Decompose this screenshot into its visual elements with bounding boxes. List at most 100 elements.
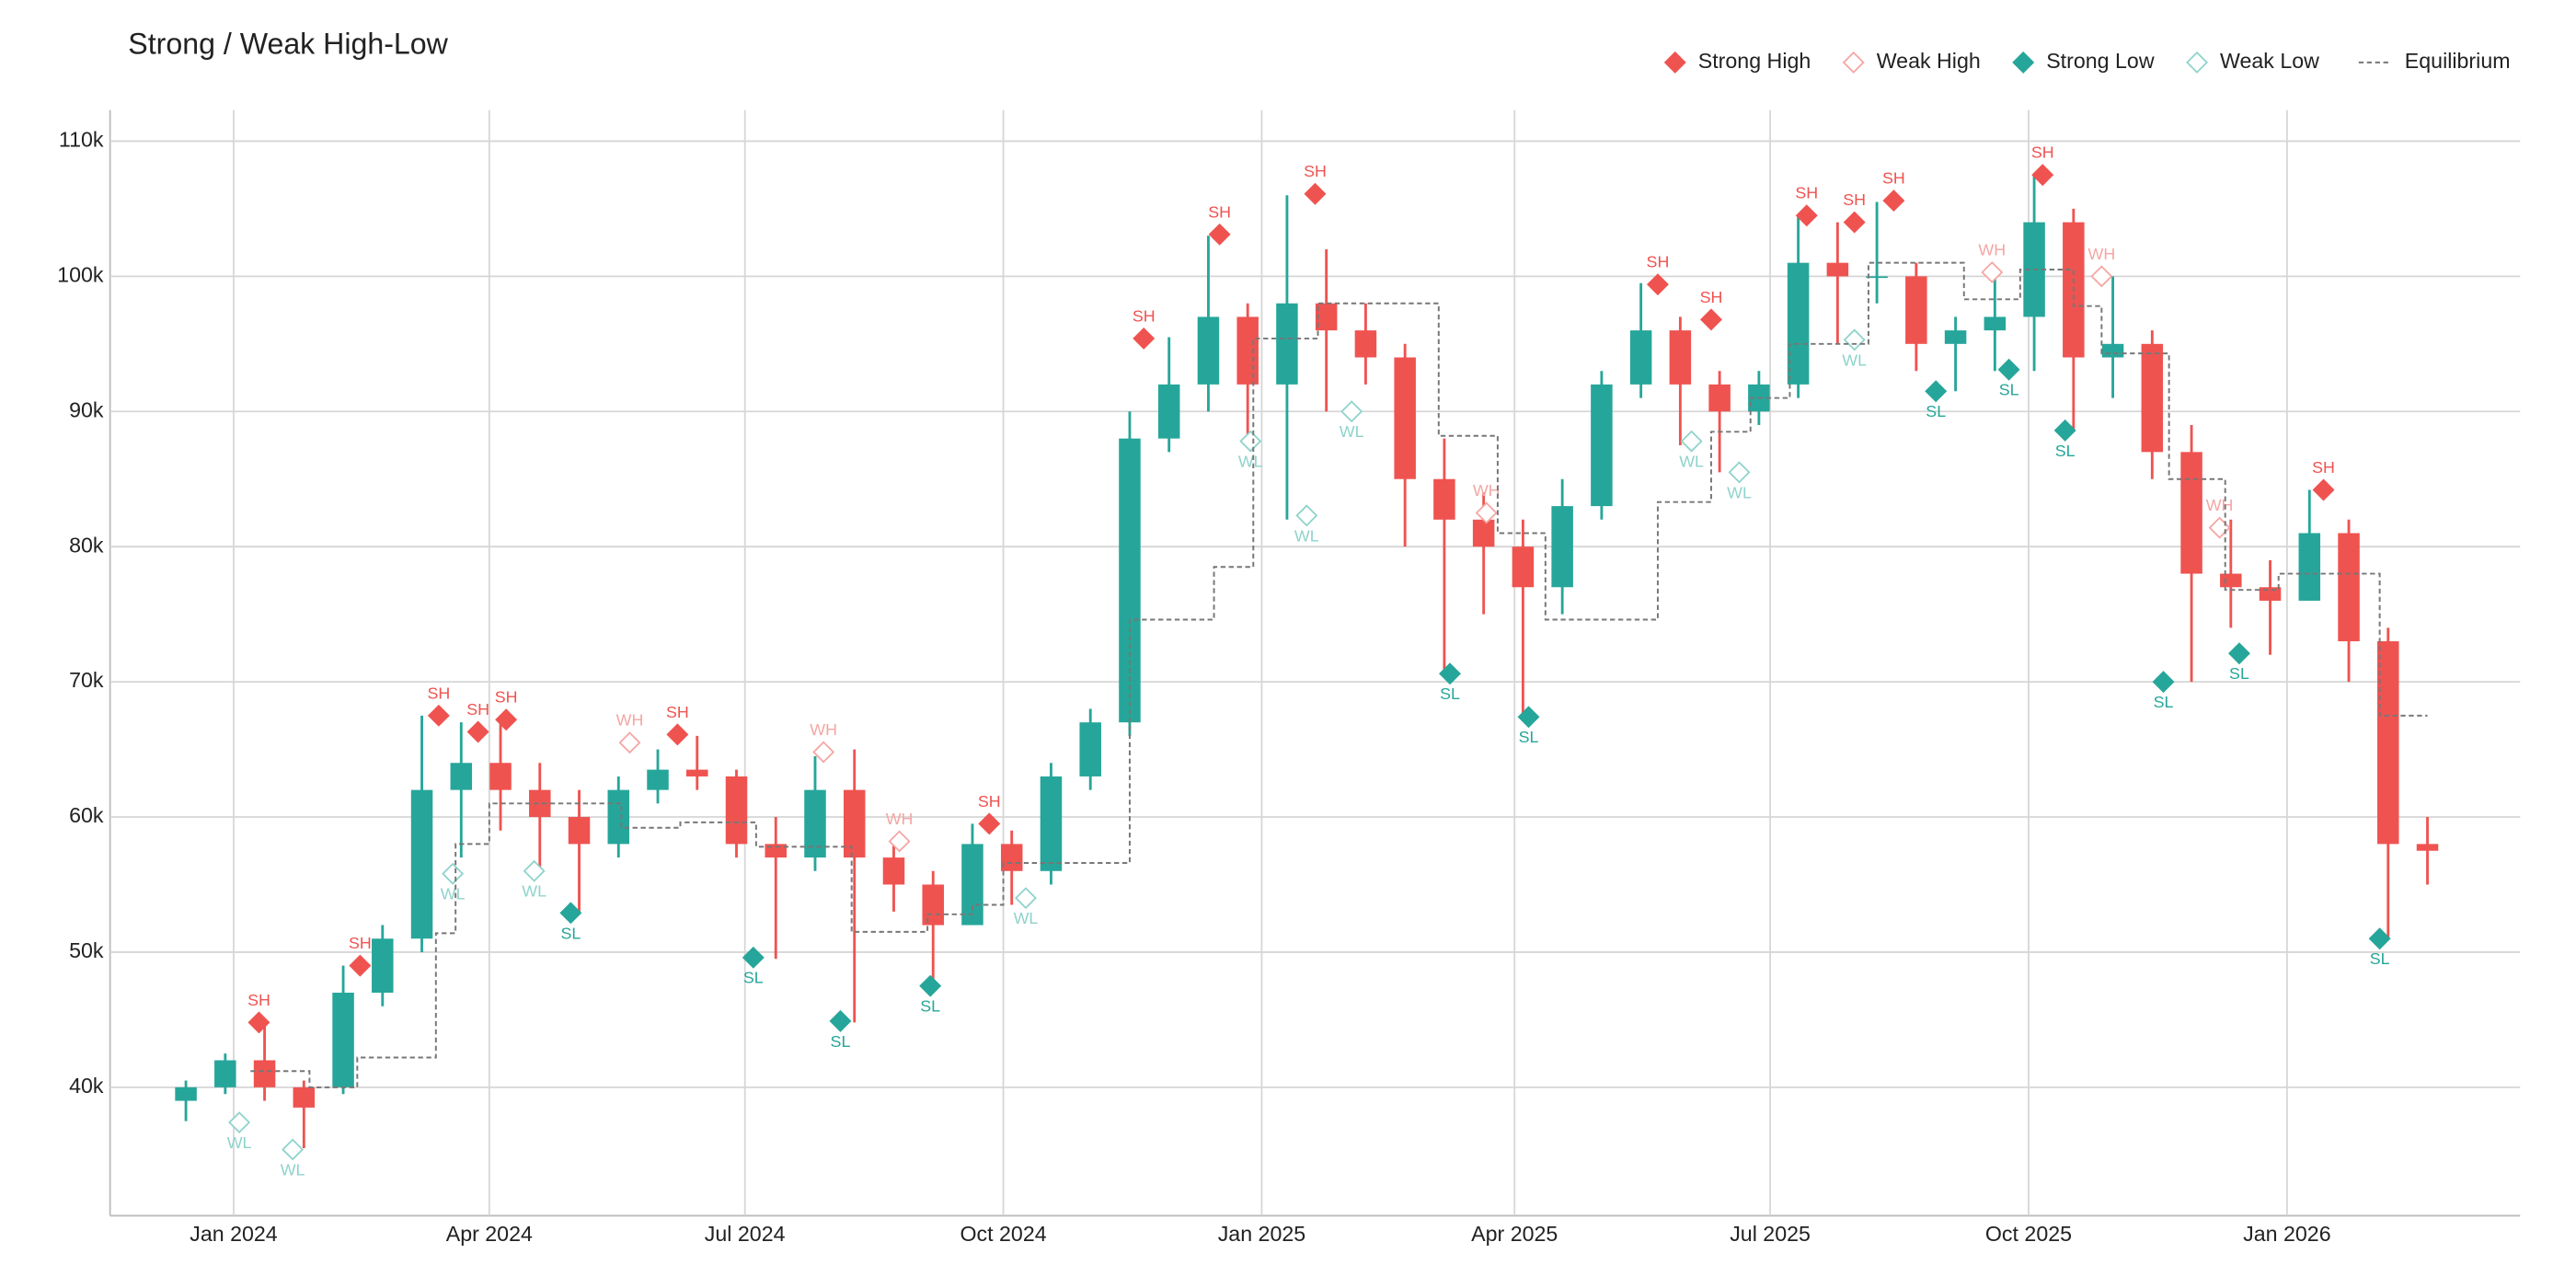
pivot-label: WL [1014,909,1039,927]
candle-body [293,1087,316,1108]
candle-body [1512,546,1535,588]
x-tick-label: Apr 2024 [446,1222,533,1246]
candle-body [1551,506,1573,588]
candle-body [686,769,708,776]
equilibrium-line [250,261,2428,1088]
candle-body [2220,573,2242,588]
pivot-marker [742,946,765,969]
candle-body [1984,316,2007,331]
pivot-marker [1728,461,1751,484]
x-tick-label: Oct 2025 [1985,1222,2072,1246]
candle-body [1276,303,1298,385]
pivot-marker [495,708,518,731]
candle-body [450,763,473,790]
pivot-marker [427,704,450,727]
candle-body [1079,722,1101,776]
candle-body [2259,587,2282,601]
candle-body [529,789,551,818]
pivot-label: SH [466,700,489,719]
pivot-label: WL [1679,453,1704,471]
pivot-marker [1133,327,1156,350]
pivot-label: SH [1700,288,1723,306]
candle-body [1826,262,1849,277]
pivot-marker [1475,501,1498,524]
candle-body [2180,452,2202,574]
x-tick-label: Jan 2026 [2243,1222,2330,1246]
candle-body [410,789,433,939]
x-tick-label: Jul 2024 [705,1222,786,1246]
pivot-marker [559,902,582,925]
candle-body [1354,330,1377,358]
pivot-marker [282,1138,305,1161]
y-tick-label: 90k [69,397,104,421]
pivot-marker [1295,504,1318,527]
x-tick-label: Jan 2024 [190,1222,278,1246]
pivot-marker [829,1009,852,1032]
pivot-label: WL [281,1160,305,1179]
pivot-label: SL [1440,684,1460,703]
pivot-marker [1340,400,1363,423]
pivot-marker [1680,430,1703,453]
candle-body [214,1060,236,1087]
pivot-marker [1439,662,1461,685]
pivot-label: WL [522,882,546,901]
pivot-label: SH [978,792,1001,811]
candle-body [725,776,748,845]
pivot-marker [1882,190,1905,213]
pivot-label: WH [810,720,837,739]
pivot-marker [2152,671,2175,694]
x-tick-label: Apr 2025 [1471,1222,1558,1246]
candle-body [843,789,866,858]
x-tick-label: Oct 2024 [960,1222,1046,1246]
x-tick-label: Jan 2025 [1218,1222,1305,1246]
candle-body [804,789,826,858]
pivot-label: SL [2370,949,2390,968]
candle-body [1040,776,1063,871]
pivot-label: WH [1978,240,2006,259]
pivot-label: SH [1882,169,1905,188]
y-tick-label: 110k [59,128,104,152]
y-tick-label: 60k [69,803,104,827]
pivot-label: WH [2087,245,2115,263]
pivot-marker [1699,308,1722,331]
pivot-label: SL [1926,402,1946,420]
legend: Equilibrium Weak Low Strong Low Weak High St… [1663,49,2511,74]
pivot-label: SH [1133,306,1156,325]
legend-label: Strong High [1698,49,1811,73]
candle-body [1591,384,1613,507]
y-tick-label: 40k [69,1074,104,1098]
pivot-label: SH [495,688,518,707]
candle-body [1472,519,1495,547]
candle-body [1433,478,1455,520]
pivot-label: SH [1304,162,1327,180]
pivot-marker [978,812,1001,835]
pivot-label: WL [1842,351,1867,369]
pivot-label: SH [247,991,270,1009]
candle-body [647,769,669,790]
pivot-label: SL [920,997,940,1016]
legend-label: Equilibrium [2405,49,2511,73]
candle-body [489,763,512,790]
legend-swatch [1663,51,1686,74]
legend-label: Weak High [1877,49,1981,73]
pivot-marker [1239,430,1262,453]
legend-label: Strong Low [2046,49,2155,73]
pivot-marker [1981,260,2004,283]
pivot-label: SL [2154,693,2174,711]
pivot-marker [1517,706,1540,729]
pivot-label: WL [227,1133,252,1152]
pivot-label: WH [1473,481,1501,500]
pivot-marker [812,741,835,764]
pivot-label: SH [2031,144,2054,162]
candle-body [332,993,354,1087]
candle-body [1157,384,1180,439]
pivot-marker [1843,211,1866,234]
pivot-label: SL [2055,442,2076,460]
pivot-label: SH [1647,253,1670,271]
pivot-label: WL [1238,453,1263,471]
pivot-label: WH [616,711,644,730]
legend-swatch [1842,51,1865,74]
chart-title: Strong / Weak High-Low [128,27,448,60]
pivot-label: WH [2206,496,2234,514]
